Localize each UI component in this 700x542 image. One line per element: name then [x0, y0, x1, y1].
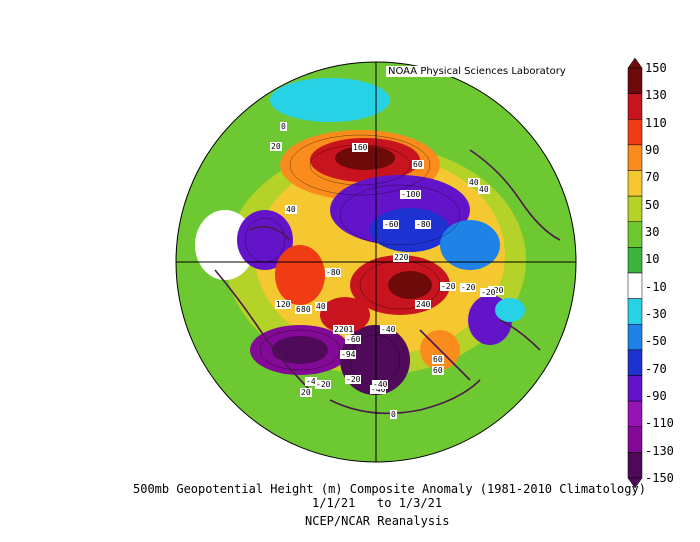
contour-label: 40 [285, 205, 297, 214]
colorbar-swatch [627, 93, 643, 120]
colorbar-label: -150 [645, 471, 674, 485]
contour-label: 120 [275, 300, 292, 309]
colorbar-swatch [627, 324, 643, 351]
contour-label: -4 [305, 377, 317, 386]
colorbar-swatch [627, 67, 643, 94]
contour-label: -94 [340, 350, 357, 359]
colorbar-label: 70 [645, 170, 660, 185]
colorbar-swatch [627, 221, 643, 248]
contour-label: -60 [383, 220, 400, 229]
colorbar-swatch [627, 195, 643, 222]
data-source: NCEP/NCAR Reanalysis [305, 514, 450, 528]
colorbar-label: -70 [645, 361, 667, 376]
date-range: 1/1/21 to 1/3/21 [312, 496, 443, 510]
contour-label: 80 [300, 305, 312, 314]
contour-label: 0 [280, 122, 287, 131]
contour-label: 220 [393, 253, 410, 262]
colorbar-label: -30 [645, 307, 667, 321]
colorbar-swatch [627, 349, 643, 376]
contour-label: -100 [400, 190, 422, 199]
colorbar-label: -50 [645, 334, 667, 349]
contour-label: -20 [460, 283, 477, 292]
colorbar-label: -90 [645, 389, 667, 403]
colorbar-swatch [627, 170, 643, 197]
colorbar-swatch [627, 298, 643, 325]
contour-label: 60 [412, 160, 424, 169]
contour-label: -40 [372, 380, 389, 389]
colorbar-label: 90 [645, 143, 660, 157]
contour-label: -80 [415, 220, 432, 229]
contour-label: 40 [315, 302, 327, 311]
colorbar-swatch [627, 452, 643, 479]
contour-label: -40 [370, 385, 387, 394]
contour-label: -20 [480, 288, 497, 297]
contour-label: 60 [432, 355, 444, 364]
contour-label: 2201 [333, 325, 355, 334]
contour-label: 40 [478, 185, 490, 194]
contour-label: -20 [345, 375, 362, 384]
contour-label: 20 [270, 142, 282, 151]
colorbar-min-arrow [627, 477, 643, 489]
colorbar-label: 110 [645, 115, 667, 130]
contour-label: -20 [315, 380, 332, 389]
contour-label: 240 [415, 300, 432, 309]
colorbar [627, 57, 643, 489]
contour-label: -40 [380, 325, 397, 334]
map-title: 500mb Geopotential Height (m) Composite … [133, 482, 646, 496]
colorbar-label: 50 [645, 197, 660, 212]
contour-label: -60 [345, 335, 362, 344]
colorbar-label: -10 [645, 279, 667, 294]
colorbar-swatch [627, 272, 643, 299]
contour-label: 40 [468, 178, 480, 187]
colorbar-swatch [627, 119, 643, 146]
contour-label: -20 [440, 282, 457, 291]
contour-label: -80 [325, 268, 342, 277]
colorbar-swatch [627, 426, 643, 453]
contour-label: 20 [300, 388, 312, 397]
colorbar-label: -130 [645, 443, 674, 458]
colorbar-swatch [627, 375, 643, 402]
colorbar-label: -110 [645, 416, 674, 431]
anomaly-field [176, 62, 576, 462]
colorbar-label: 30 [645, 225, 660, 239]
contour-label: 160 [352, 143, 369, 152]
credit-text: NOAA Physical Sciences Laboratory [386, 66, 568, 77]
colorbar-swatch [627, 144, 643, 171]
contour-label: 60 [432, 366, 444, 375]
contour-label: 0 [390, 410, 397, 419]
colorbar-label: 130 [645, 88, 667, 103]
colorbar-label: 150 [645, 61, 667, 75]
colorbar-max-arrow [627, 57, 643, 69]
colorbar-label: 10 [645, 252, 660, 267]
colorbar-swatch [627, 247, 643, 274]
colorbar-swatch [627, 400, 643, 427]
